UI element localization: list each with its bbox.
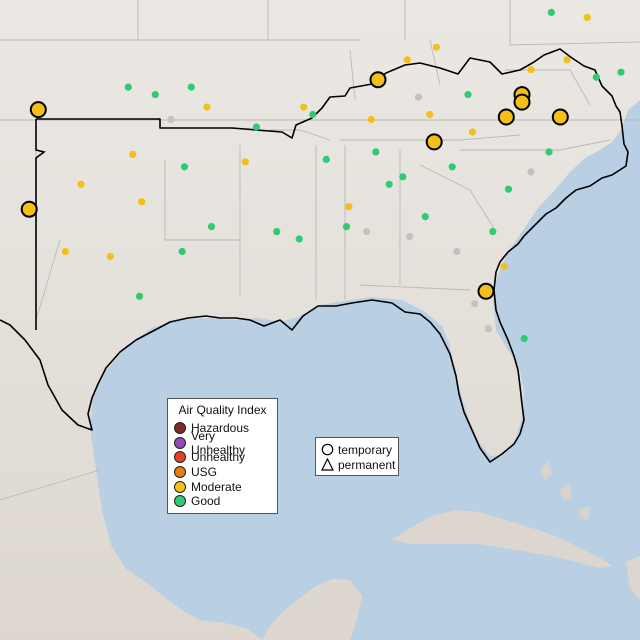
station-marker[interactable] [464,91,472,99]
station-marker[interactable] [203,103,211,111]
station-marker[interactable] [471,300,479,308]
temporary-station-marker[interactable] [497,108,515,126]
moderate-swatch-icon [174,480,186,493]
station-marker[interactable] [500,262,508,270]
aqi-legend: Air Quality Index Hazardous Very Unhealt… [167,398,278,514]
legend-label-very-unhealthy: Very Unhealthy [191,428,246,457]
temporary-station-marker[interactable] [513,93,531,111]
legend-item-temporary: temporary [321,442,393,457]
legend-label-unhealthy: Unhealthy [191,450,246,465]
station-marker[interactable] [453,247,461,256]
station-marker[interactable] [385,180,393,188]
station-type-legend: temporary permanent [315,437,399,476]
temporary-station-marker[interactable] [551,108,569,126]
station-marker[interactable] [617,68,625,76]
land-yucatan [262,579,362,640]
legend-item-good: Good [174,494,271,509]
station-marker[interactable] [527,66,535,74]
station-marker[interactable] [252,123,261,131]
station-marker[interactable] [151,91,159,99]
very-unhealthy-swatch-icon [174,436,186,449]
station-marker[interactable] [547,8,555,16]
temporary-station-marker[interactable] [20,200,38,218]
legend-label-moderate: Moderate [191,479,242,494]
station-marker[interactable] [295,235,303,243]
station-markers [20,8,625,343]
legend-item-very-unhealthy: Very Unhealthy [174,429,271,457]
station-marker[interactable] [563,56,571,64]
aqi-legend-title: Air Quality Index [178,403,267,417]
station-marker[interactable] [372,148,380,156]
station-marker[interactable] [241,158,249,166]
unhealthy-swatch-icon [174,451,186,464]
good-swatch-icon [174,495,186,508]
station-marker[interactable] [178,247,186,256]
circle-icon [321,443,334,456]
station-marker[interactable] [414,93,423,101]
station-marker[interactable] [207,223,216,231]
legend-item-permanent: permanent [321,457,396,472]
station-marker[interactable] [129,150,137,158]
legend-item-moderate: Moderate [174,479,271,494]
station-marker[interactable] [489,228,497,236]
station-marker[interactable] [135,292,144,300]
station-marker[interactable] [403,56,411,64]
land-hispaniola [626,556,640,600]
temporary-station-marker[interactable] [425,133,443,151]
land-bahamas [540,460,590,520]
station-marker[interactable] [527,168,535,176]
temporary-station-marker[interactable] [369,71,387,89]
station-marker[interactable] [167,115,175,124]
station-marker[interactable] [187,83,195,91]
legend-item-hazardous: Hazardous [174,421,271,436]
station-marker[interactable] [545,148,553,156]
legend-label-good: Good [191,494,221,509]
station-marker[interactable] [322,155,330,163]
station-marker[interactable] [421,213,429,221]
station-marker[interactable] [345,203,353,211]
station-marker[interactable] [448,163,456,171]
station-marker[interactable] [484,325,492,333]
station-marker[interactable] [468,128,477,136]
temporary-station-marker[interactable] [477,282,495,300]
station-marker[interactable] [504,185,513,193]
station-marker[interactable] [426,110,434,119]
region-outline [0,48,629,463]
station-marker[interactable] [273,228,281,236]
station-marker[interactable] [300,103,308,111]
hazardous-swatch-icon [174,422,186,435]
legend-label-permanent: permanent [338,457,396,472]
station-marker[interactable] [405,233,414,241]
legend-label-hazardous: Hazardous [191,421,250,436]
station-marker[interactable] [363,228,371,236]
station-marker[interactable] [138,198,146,206]
station-marker[interactable] [399,173,407,181]
region-outline-west [35,119,46,330]
station-marker[interactable] [61,247,69,256]
station-marker[interactable] [106,252,114,261]
station-marker[interactable] [180,163,189,171]
station-marker[interactable] [592,73,600,81]
legend-item-usg: USG [174,465,271,480]
legend-label-temporary: temporary [338,442,393,457]
usg-swatch-icon [174,466,186,479]
triangle-icon [321,458,334,471]
station-marker[interactable] [309,110,317,119]
station-marker[interactable] [520,335,528,343]
station-marker[interactable] [583,13,591,21]
legend-item-unhealthy: Unhealthy [174,450,271,465]
station-marker[interactable] [124,83,132,91]
station-marker[interactable] [342,223,351,231]
station-marker[interactable] [77,180,85,188]
temporary-station-marker[interactable] [29,101,47,119]
legend-label-usg: USG [191,465,218,480]
land-cuba [392,510,612,568]
station-marker[interactable] [367,115,375,124]
station-marker[interactable] [432,43,441,51]
